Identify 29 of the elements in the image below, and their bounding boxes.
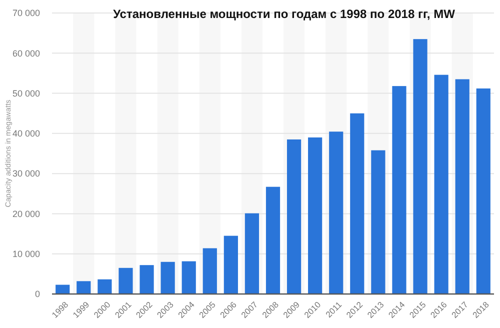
bar <box>350 113 364 294</box>
bar <box>266 186 280 294</box>
y-tick-label: 50 000 <box>12 88 40 98</box>
y-tick-label: 60 000 <box>12 48 40 58</box>
chart-title: Установленные мощности по годам с 1998 по 2018 гг, MW <box>113 7 456 21</box>
bar <box>308 137 322 294</box>
bar <box>160 262 175 294</box>
bar <box>244 213 260 294</box>
y-tick-label: 30 000 <box>12 168 40 179</box>
bar <box>118 268 133 294</box>
bar <box>76 281 91 294</box>
bar <box>98 279 112 294</box>
bar <box>182 261 196 294</box>
y-tick-label: 40 000 <box>12 128 40 139</box>
y-tick-label: 10 000 <box>12 249 40 260</box>
bar <box>434 74 448 294</box>
bar <box>56 284 70 294</box>
bar <box>455 79 470 294</box>
bar <box>224 236 238 294</box>
y-tick-label: 0 <box>34 289 40 300</box>
bar <box>476 88 490 294</box>
bar <box>392 86 406 294</box>
bar <box>140 265 154 294</box>
y-tick-label: 20 000 <box>12 208 40 219</box>
bar <box>329 132 344 294</box>
bar <box>286 139 302 294</box>
bar <box>371 150 386 294</box>
bar <box>202 248 217 294</box>
y-tick-label: 70 000 <box>12 8 40 18</box>
